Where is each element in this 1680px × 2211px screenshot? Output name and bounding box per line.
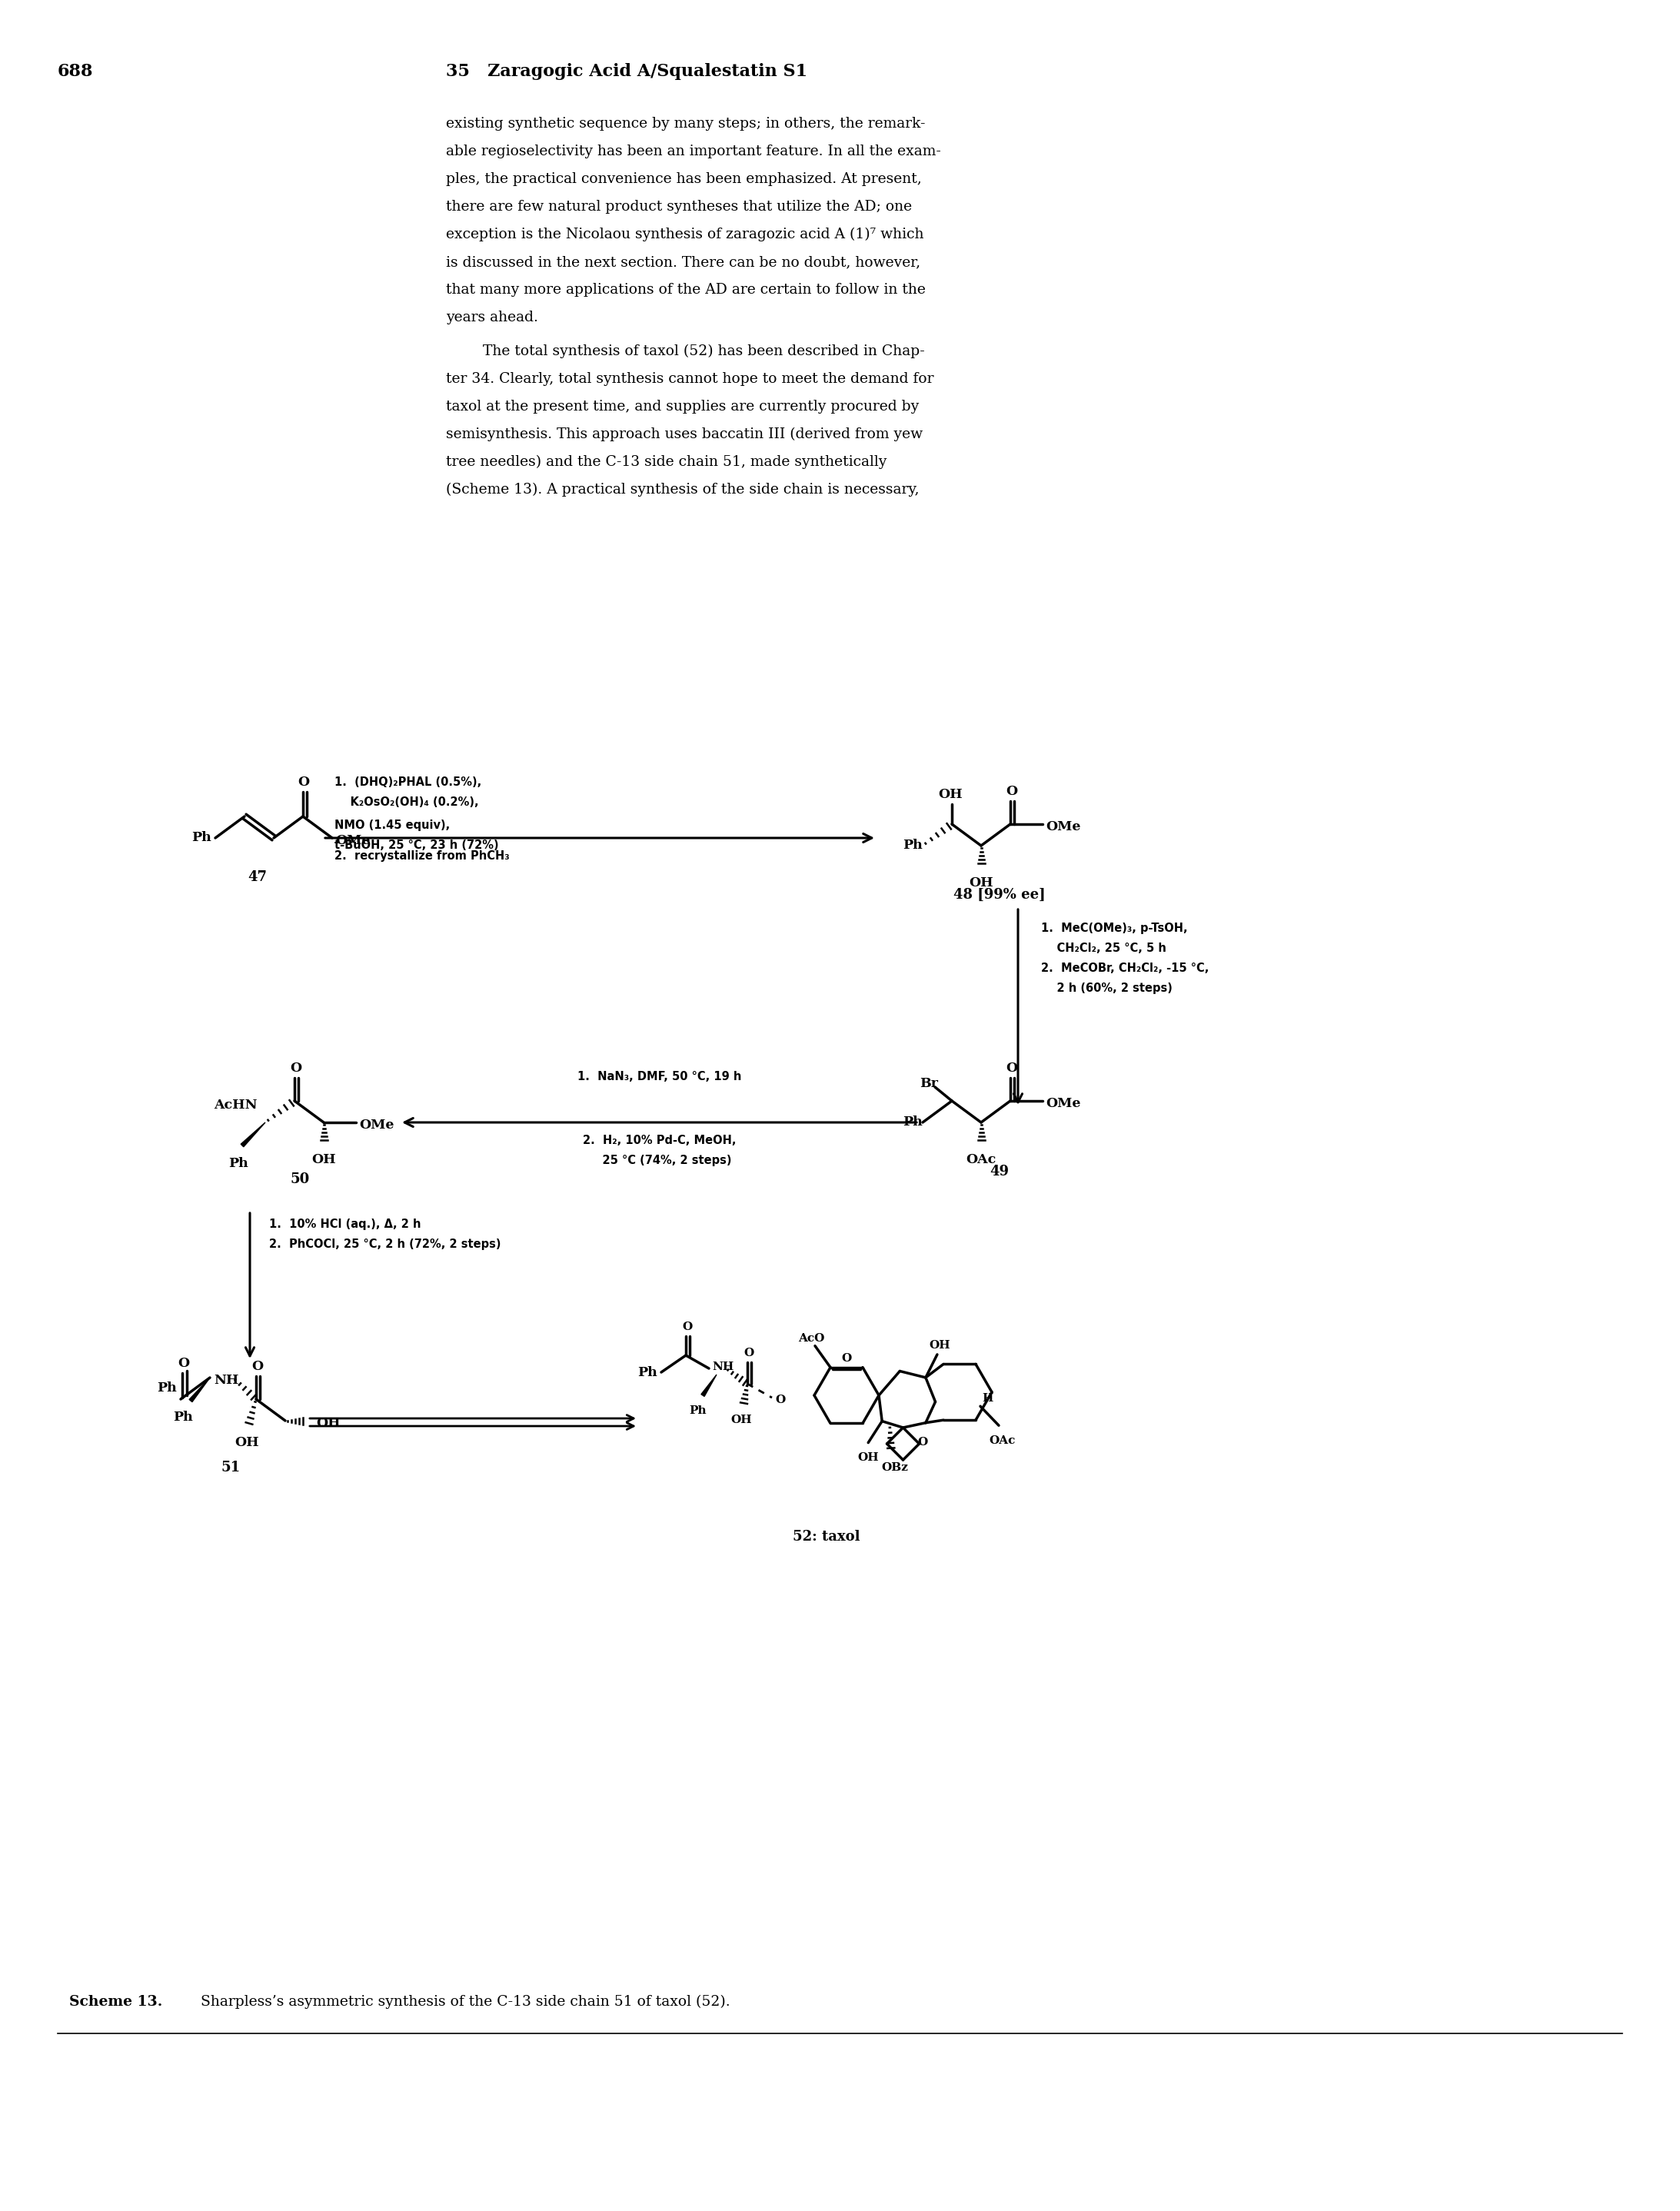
Text: O: O [744,1349,754,1358]
Text: OMe: OMe [360,1119,395,1132]
Text: OAc: OAc [966,1154,996,1165]
Text: Sharpless’s asymmetric synthesis of the C-13 side chain 51 of taxol (52).: Sharpless’s asymmetric synthesis of the … [197,1994,731,2010]
Text: t-BuOH, 25 °C, 23 h (72%): t-BuOH, 25 °C, 23 h (72%) [334,840,499,851]
Text: 50: 50 [291,1172,309,1187]
Text: tree needles) and the C-13 side chain 51, made synthetically: tree needles) and the C-13 side chain 51… [445,455,887,469]
Polygon shape [701,1375,717,1397]
Text: 52: taxol: 52: taxol [793,1530,860,1543]
Text: OAc: OAc [990,1435,1016,1446]
Text: O: O [1006,785,1018,798]
Text: 2.  H₂, 10% Pd-C, MeOH,: 2. H₂, 10% Pd-C, MeOH, [583,1134,736,1145]
Text: Ph: Ph [902,840,922,851]
Text: 2.  recrystallize from PhCH₃: 2. recrystallize from PhCH₃ [334,851,509,862]
Text: there are few natural product syntheses that utilize the AD; one: there are few natural product syntheses … [445,199,912,214]
Text: OMe: OMe [336,834,370,847]
Text: 1.  (DHQ)₂PHAL (0.5%),: 1. (DHQ)₂PHAL (0.5%), [334,776,482,787]
Text: O: O [917,1437,927,1448]
Text: 688: 688 [57,64,94,80]
Text: OH: OH [857,1453,879,1464]
Text: 49: 49 [990,1165,1010,1178]
Text: NH: NH [213,1373,239,1386]
Text: Ph: Ph [902,1117,922,1130]
Text: 1.  10% HCl (aq.), Δ, 2 h: 1. 10% HCl (aq.), Δ, 2 h [269,1218,422,1229]
Polygon shape [240,1123,265,1148]
Text: O: O [178,1358,190,1369]
Text: CH₂Cl₂, 25 °C, 5 h: CH₂Cl₂, 25 °C, 5 h [1042,942,1166,955]
Text: O: O [774,1395,785,1406]
Text: 25 °C (74%, 2 steps): 25 °C (74%, 2 steps) [586,1154,732,1165]
Text: OH: OH [311,1154,336,1165]
Text: K₂OsO₂(OH)₄ (0.2%),: K₂OsO₂(OH)₄ (0.2%), [334,796,479,807]
Text: OH: OH [969,876,993,889]
Text: 2.  MeCOBr, CH₂Cl₂, -15 °C,: 2. MeCOBr, CH₂Cl₂, -15 °C, [1042,962,1210,975]
Text: 48 [99% ee]: 48 [99% ee] [954,889,1045,902]
Text: ter 34. Clearly, total synthesis cannot hope to meet the demand for: ter 34. Clearly, total synthesis cannot … [445,371,934,387]
Text: O: O [297,776,309,789]
Text: The total synthesis of taxol (52) has been described in Chap-: The total synthesis of taxol (52) has be… [482,345,924,358]
Text: NMO (1.45 equiv),: NMO (1.45 equiv), [334,820,450,831]
Text: that many more applications of the AD are certain to follow in the: that many more applications of the AD ar… [445,283,926,296]
Text: AcHN: AcHN [213,1099,257,1112]
Text: OH: OH [929,1340,951,1351]
Text: able regioselectivity has been an important feature. In all the exam-: able regioselectivity has been an import… [445,144,941,159]
Text: H: H [981,1393,993,1404]
Text: Ph: Ph [228,1156,249,1170]
Text: semisynthesis. This approach uses baccatin III (derived from yew: semisynthesis. This approach uses baccat… [445,427,922,442]
Text: exception is the Nicolaou synthesis of zaragozic acid A (1)⁷ which: exception is the Nicolaou synthesis of z… [445,228,924,241]
Text: O: O [682,1322,692,1333]
Text: Ph: Ph [689,1406,707,1415]
Text: Br: Br [919,1077,937,1090]
Text: 47: 47 [249,871,267,884]
Text: taxol at the present time, and supplies are currently procured by: taxol at the present time, and supplies … [445,400,919,413]
Text: 51: 51 [222,1461,240,1475]
Text: O: O [291,1061,302,1075]
Text: 35   Zaragogic Acid A/Squalestatin S1: 35 Zaragogic Acid A/Squalestatin S1 [445,64,808,80]
Text: ples, the practical convenience has been emphasized. At present,: ples, the practical convenience has been… [445,172,922,186]
Text: OMe: OMe [1045,1097,1080,1110]
Text: 2.  PhCOCl, 25 °C, 2 h (72%, 2 steps): 2. PhCOCl, 25 °C, 2 h (72%, 2 steps) [269,1238,501,1249]
Text: OBz: OBz [882,1461,909,1473]
Text: Ph: Ph [173,1411,193,1424]
Text: existing synthetic sequence by many steps; in others, the remark-: existing synthetic sequence by many step… [445,117,926,130]
Text: O: O [1006,1061,1018,1075]
Text: OH: OH [316,1417,341,1431]
Polygon shape [190,1377,210,1402]
Text: Ph: Ph [156,1382,176,1395]
Text: OH: OH [937,789,963,800]
Text: OH: OH [731,1415,753,1426]
Text: Scheme 13.: Scheme 13. [69,1994,163,2010]
Text: O: O [252,1360,264,1373]
Text: OMe: OMe [1045,820,1080,834]
Text: Ph: Ph [638,1366,657,1380]
Text: 1.  NaN₃, DMF, 50 °C, 19 h: 1. NaN₃, DMF, 50 °C, 19 h [578,1070,741,1083]
Text: is discussed in the next section. There can be no doubt, however,: is discussed in the next section. There … [445,254,921,270]
Text: years ahead.: years ahead. [445,310,538,325]
Text: 2 h (60%, 2 steps): 2 h (60%, 2 steps) [1042,982,1173,995]
Text: 1.  MeC(OMe)₃, p-TsOH,: 1. MeC(OMe)₃, p-TsOH, [1042,922,1188,933]
Text: O: O [842,1353,852,1364]
Text: NH: NH [712,1362,734,1373]
Text: OH: OH [235,1437,259,1448]
Text: Ph: Ph [192,831,212,845]
Text: AcO: AcO [798,1333,825,1344]
Text: (Scheme 13). A practical synthesis of the side chain is necessary,: (Scheme 13). A practical synthesis of th… [445,482,919,497]
